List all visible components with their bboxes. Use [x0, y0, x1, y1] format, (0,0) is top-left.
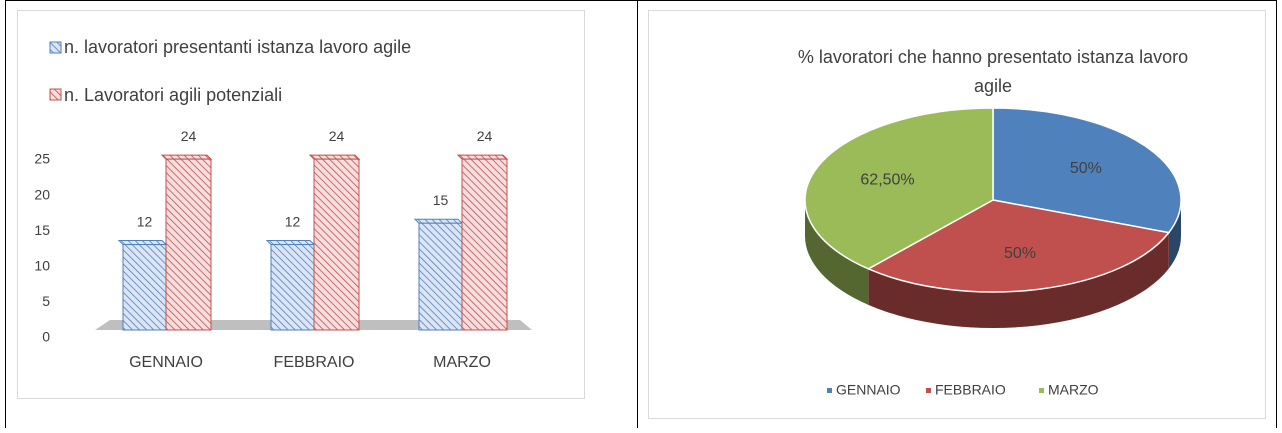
y-tick-label: 5 [42, 293, 50, 309]
legend-swatch [1039, 388, 1044, 393]
legend-swatch [49, 41, 62, 54]
legend-swatch [49, 88, 62, 101]
y-tick-label: 10 [34, 258, 50, 274]
legend-label: n. lavoratori presentanti istanza lavoro… [64, 37, 411, 57]
legend-label: n. Lavoratori agili potenziali [64, 85, 282, 105]
bar-top [265, 240, 316, 246]
bar [165, 158, 212, 331]
pie-slice [866, 199, 1171, 293]
chart-title: % lavoratori che hanno presentato istanz… [798, 47, 1188, 96]
y-tick-label: 0 [42, 329, 50, 345]
data-label: 62,50% [860, 172, 914, 189]
bar [461, 158, 508, 331]
pie-side [868, 232, 1169, 328]
legend-swatch [926, 388, 931, 393]
bar-top [413, 218, 464, 224]
bar [313, 158, 360, 331]
bar-top [308, 154, 361, 160]
legend-label: MARZO [1048, 382, 1099, 398]
bar-top [160, 154, 213, 160]
data-label: 12 [137, 213, 153, 229]
bar-top [456, 154, 509, 160]
data-label: 50% [1070, 160, 1102, 177]
y-tick-label: 20 [34, 186, 50, 202]
y-tick-label: 25 [34, 151, 50, 167]
x-tick-label: MARZO [433, 354, 491, 371]
bar [418, 222, 463, 331]
legend-swatch [827, 388, 832, 393]
table-frame [5, 0, 1277, 428]
legend-label: GENNAIO [836, 382, 901, 398]
data-label: 15 [433, 192, 449, 208]
x-tick-label: GENNAIO [129, 354, 203, 371]
bar-top [117, 240, 168, 246]
data-label: 24 [181, 128, 197, 144]
data-label: 24 [477, 128, 493, 144]
bar [122, 244, 167, 331]
data-label: 12 [285, 213, 301, 229]
pie-side [805, 200, 869, 305]
pie-slice [992, 107, 1182, 234]
pie-slice [804, 107, 994, 270]
data-label: 50% [1004, 245, 1036, 262]
legend-label: FEBBRAIO [935, 382, 1006, 398]
y-tick-label: 15 [34, 222, 50, 238]
x-tick-label: FEBBRAIO [274, 354, 355, 371]
bar [270, 244, 315, 331]
data-label: 24 [329, 128, 345, 144]
